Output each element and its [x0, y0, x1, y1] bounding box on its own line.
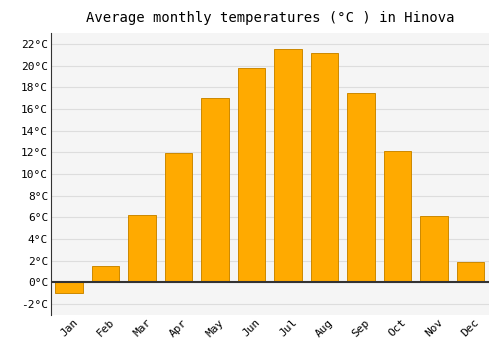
Bar — [384, 151, 411, 282]
Title: Average monthly temperatures (°C ) in Hinova: Average monthly temperatures (°C ) in Hi… — [86, 11, 454, 25]
Bar — [238, 68, 266, 282]
Bar — [457, 262, 484, 282]
Bar — [202, 98, 229, 282]
Bar — [348, 93, 375, 282]
Bar — [274, 49, 302, 282]
Bar — [56, 282, 83, 293]
Bar — [311, 53, 338, 282]
Bar — [420, 216, 448, 282]
Bar — [92, 266, 120, 282]
Bar — [165, 153, 192, 282]
Bar — [128, 215, 156, 282]
